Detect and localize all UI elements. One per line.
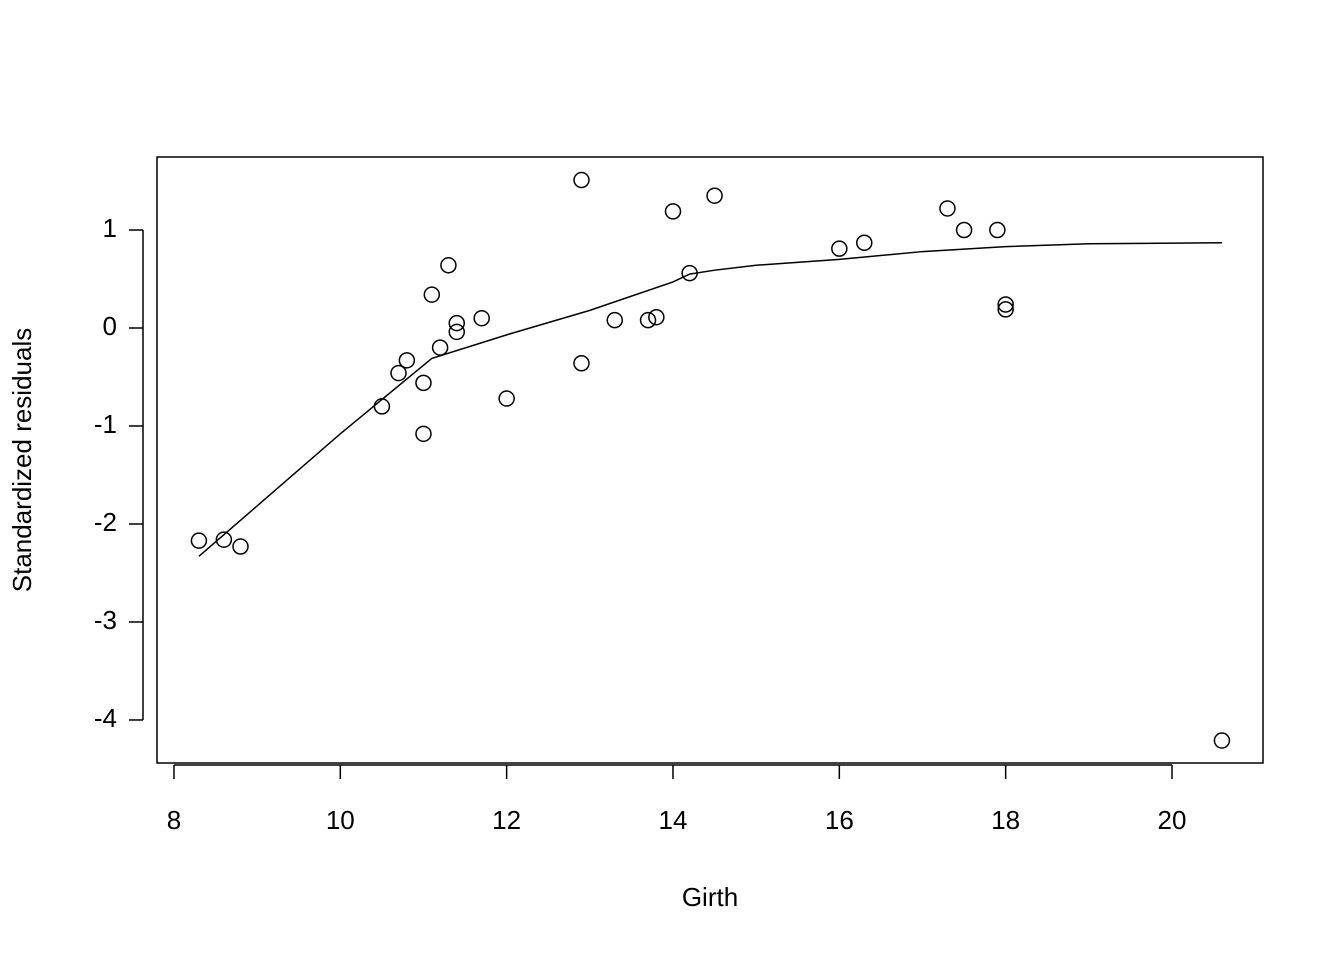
point [390,364,407,382]
y-tick-label: 0 [103,311,117,341]
x-tick-label: 20 [1158,805,1187,835]
smooth-line [198,241,1222,557]
point [664,203,682,220]
point [423,286,441,303]
point [706,187,723,204]
point [215,531,233,548]
point [415,374,432,392]
x-tick-label: 16 [825,805,854,835]
y-axis-label: Standardized residuals [7,328,37,593]
point [232,538,249,555]
y-tick-label: -3 [94,605,117,635]
point [440,257,457,274]
point [681,264,698,282]
x-tick-label: 8 [167,805,181,835]
point [398,352,416,369]
point [498,390,515,407]
point [473,309,490,327]
point [939,200,956,217]
x-axis-label: Girth [682,882,738,912]
y-tick-label: -2 [94,507,117,537]
point [431,339,449,356]
point [415,425,432,443]
point [606,311,624,329]
y-tick-label: -1 [94,409,117,439]
point [989,221,1006,239]
y-tick-label: 1 [103,213,117,243]
point [448,323,465,341]
point [997,301,1014,318]
plot-frame [156,156,1264,764]
point [856,234,873,251]
point [639,311,657,329]
point [1213,732,1231,749]
point [448,314,465,332]
point [831,240,848,257]
x-tick-label: 14 [659,805,688,835]
point [373,398,391,415]
point [997,296,1014,313]
x-tick-label: 12 [492,805,521,835]
point [955,221,973,239]
point [190,532,208,549]
point [573,355,590,372]
point [648,308,665,326]
x-tick-label: 18 [991,805,1020,835]
point [573,171,590,189]
y-tick-label: -4 [94,703,117,733]
x-tick-label: 10 [326,805,355,835]
